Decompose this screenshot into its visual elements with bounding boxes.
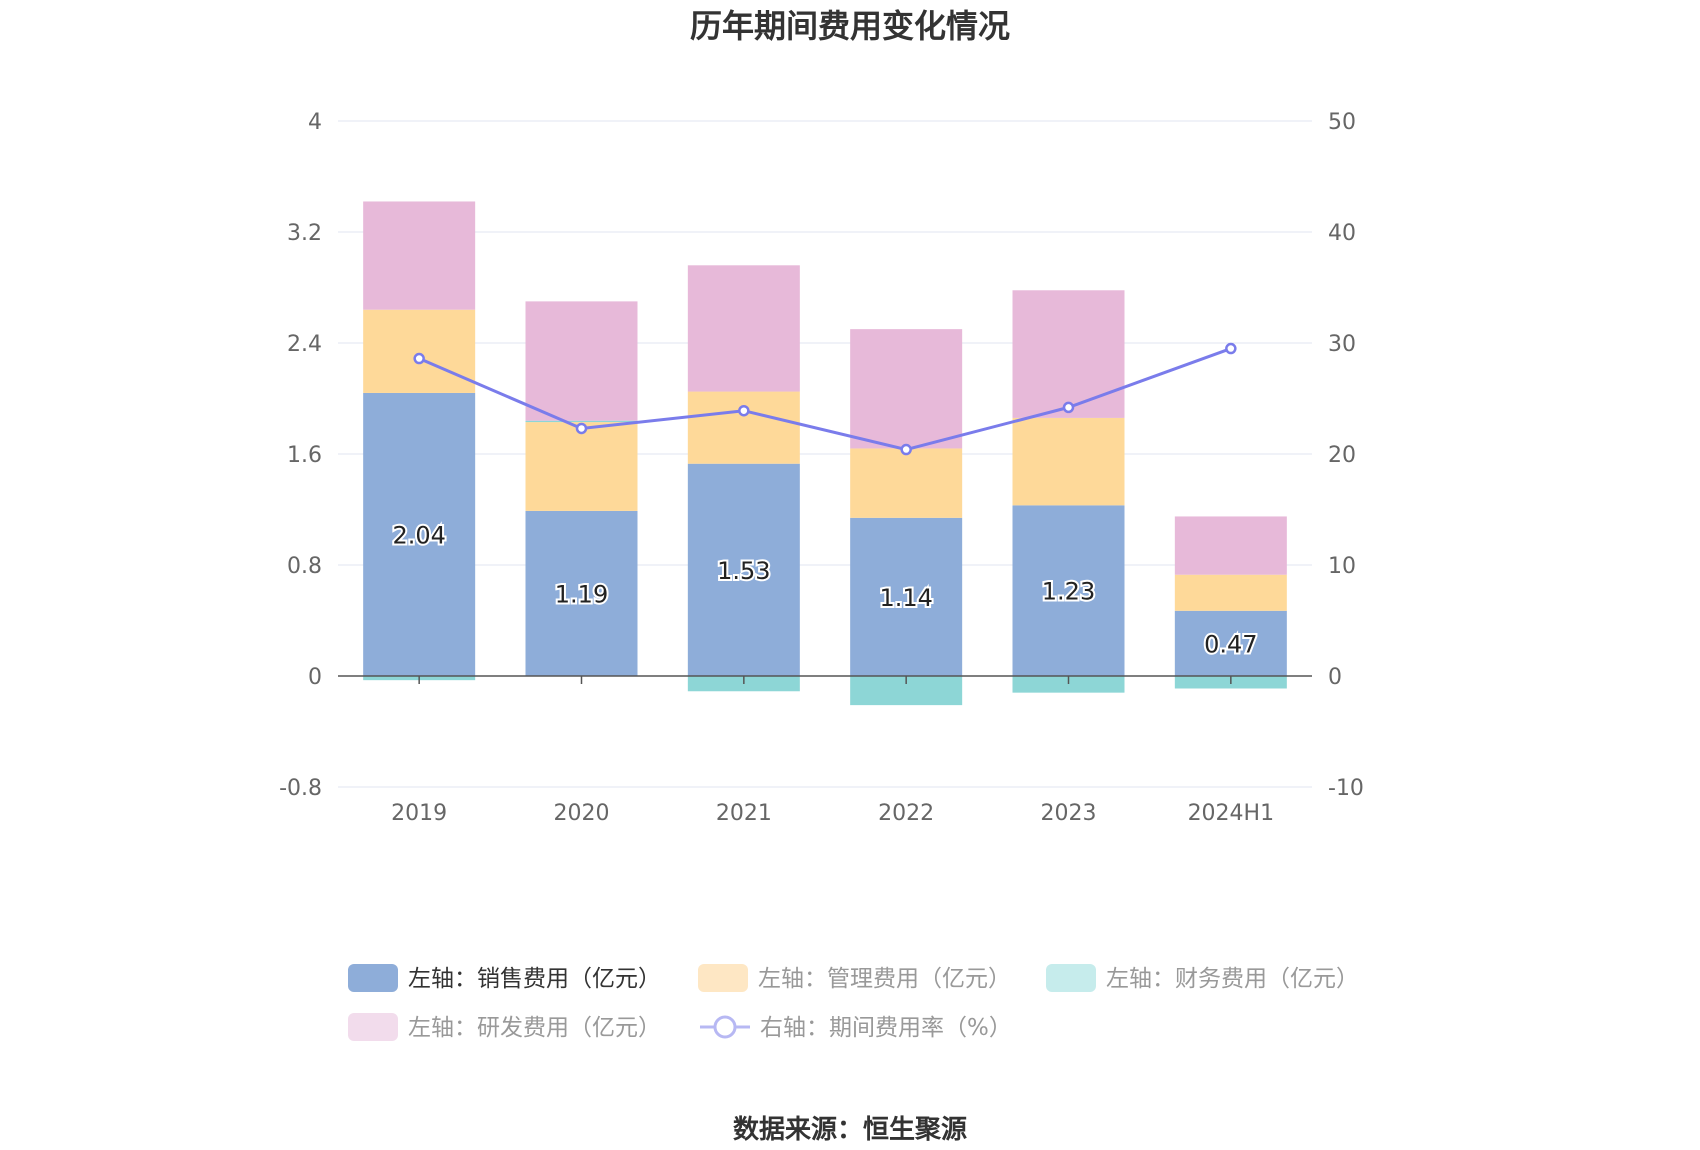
x-axis <box>338 675 1312 684</box>
legend-swatch-icon <box>348 964 398 992</box>
bar-segment <box>850 448 963 518</box>
bar-segment <box>1174 574 1287 611</box>
legend-label: 左轴：销售费用（亿元） <box>408 966 661 992</box>
bar-segment <box>687 391 800 464</box>
x-category-label: 2024H1 <box>1188 801 1275 826</box>
legend-swatch-icon <box>348 1013 398 1041</box>
bar-segment <box>525 510 638 676</box>
bar-segment <box>1174 610 1287 676</box>
y-left-tick: 0.8 <box>287 554 322 579</box>
legend-swatch-icon <box>698 964 748 992</box>
bar-value-label: 1.19 <box>555 580 608 608</box>
legend-circle-icon <box>713 1015 737 1039</box>
y-right-tick: 40 <box>1328 221 1356 246</box>
y-left-tick: 4 <box>308 110 322 135</box>
bar-value-label: 1.23 <box>1042 578 1095 606</box>
bar-segment <box>363 392 476 676</box>
legend-label: 右轴：期间费用率（%） <box>760 1015 1012 1041</box>
y-right-tick: 20 <box>1328 443 1356 468</box>
legend-item[interactable]: 左轴：管理费用（亿元） <box>698 964 1011 992</box>
chart-title: 历年期间费用变化情况 <box>690 7 1010 45</box>
bar-segment <box>1012 505 1125 676</box>
x-category-label: 2022 <box>878 801 934 826</box>
x-category-label: 2019 <box>391 801 447 826</box>
bar-segment <box>363 309 476 393</box>
bar-segment <box>1012 676 1125 693</box>
rate-point <box>1225 342 1237 355</box>
y-left-tick: -0.8 <box>279 776 322 801</box>
rate-point <box>900 443 912 456</box>
bar-segment <box>687 463 800 676</box>
bar-value-label: 1.53 <box>717 557 770 585</box>
bar-segment <box>525 420 638 423</box>
bar-segment <box>363 201 476 310</box>
bar-segment <box>1174 516 1287 575</box>
legend[interactable]: 左轴：销售费用（亿元） 左轴：管理费用（亿元） 左轴：财务费用（亿元） 左轴：研发费用… <box>348 964 1359 1041</box>
y-left-tick: 0 <box>308 665 322 690</box>
bar-segment <box>525 301 638 421</box>
y-right-tick: -10 <box>1328 776 1364 801</box>
bars <box>363 201 1287 706</box>
bar-segment <box>525 422 638 511</box>
x-category-label: 2021 <box>716 801 772 826</box>
legend-item[interactable]: 左轴：财务费用（亿元） <box>1046 964 1359 992</box>
bar-segment <box>1012 417 1125 506</box>
rate-point <box>413 352 425 365</box>
y-left-tick: 2.4 <box>287 332 322 357</box>
y-right-tick: 30 <box>1328 332 1356 357</box>
bar-segment <box>850 329 963 449</box>
rate-point <box>575 422 588 435</box>
grid <box>338 120 1312 788</box>
x-axis-labels: 2019 2020 2021 2022 2023 2024H1 <box>391 801 1274 826</box>
rate-point <box>1062 401 1075 414</box>
bar-segment <box>1012 290 1125 418</box>
bar-value-label: 2.04 <box>392 521 445 549</box>
bar-segment <box>687 265 800 392</box>
legend-item[interactable]: 右轴：期间费用率（%） <box>700 1015 1012 1041</box>
legend-item[interactable]: 左轴：研发费用（亿元） <box>348 1013 661 1041</box>
rate-point <box>738 404 750 417</box>
y-right-tick: 50 <box>1328 110 1356 135</box>
legend-item[interactable]: 左轴：销售费用（亿元） <box>348 964 661 992</box>
y-axis-right: 50 40 30 20 10 0 -10 <box>1328 110 1364 801</box>
y-left-tick: 1.6 <box>287 443 322 468</box>
x-category-label: 2020 <box>554 801 610 826</box>
bar-value-label: 0.47 <box>1204 630 1257 658</box>
y-right-tick: 0 <box>1328 665 1342 690</box>
legend-label: 左轴：财务费用（亿元） <box>1106 966 1359 992</box>
source-note: 数据来源：恒生聚源 <box>733 1115 967 1145</box>
legend-label: 左轴：研发费用（亿元） <box>408 1015 661 1041</box>
y-left-tick: 3.2 <box>287 221 322 246</box>
y-right-tick: 10 <box>1328 554 1356 579</box>
rate-line-path <box>418 347 1232 452</box>
bar-segment <box>850 517 963 676</box>
legend-swatch-icon <box>1046 964 1096 992</box>
x-category-label: 2023 <box>1041 801 1097 826</box>
rate-line <box>413 342 1237 456</box>
bar-labels: 2.04 1.19 1.53 1.14 1.23 0.47 <box>390 519 1259 660</box>
bar-value-label: 1.14 <box>879 584 932 612</box>
y-axis-left: 4 3.2 2.4 1.6 0.8 0 -0.8 <box>279 110 322 801</box>
legend-label: 左轴：管理费用（亿元） <box>758 966 1011 992</box>
